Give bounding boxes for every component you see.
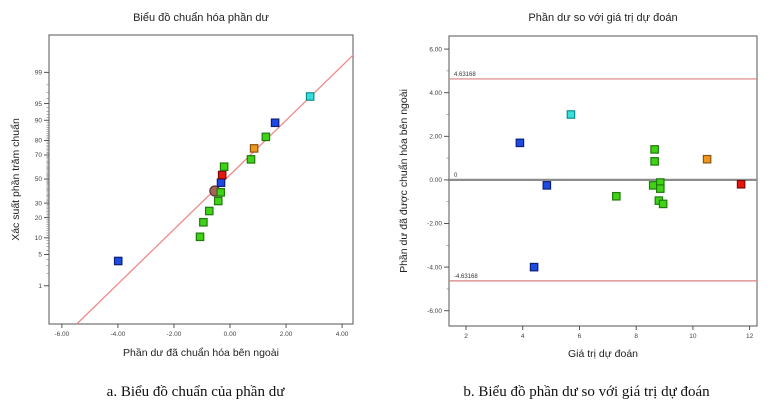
data-point	[529, 262, 539, 272]
data-point	[655, 184, 665, 193]
data-point	[249, 144, 259, 153]
x-axis-label: Phần dư đã chuẩn hóa bên ngoài	[123, 347, 279, 359]
y-tick-label: 1	[38, 283, 42, 290]
y-tick-label: -6.00	[427, 308, 442, 315]
ref-line-label: 0	[454, 173, 458, 179]
x-tick-label: -4.00	[111, 331, 126, 338]
data-point	[650, 145, 659, 154]
x-tick-label: 6	[578, 333, 582, 340]
x-tick-label: 2.00	[280, 331, 293, 338]
x-tick-label: 0.00	[224, 331, 237, 338]
caption-b: b. Biểu đồ phần dư so với giá trị dự đoá…	[463, 384, 710, 400]
y-tick-label: 20	[35, 215, 43, 222]
data-point	[213, 196, 223, 206]
y-tick-label: 95	[35, 101, 43, 108]
y-tick-label: 50	[35, 176, 43, 183]
y-tick-label: 30	[35, 200, 43, 207]
data-point	[648, 181, 658, 190]
chart-title: Phần dư so với giá trị dự đoán	[528, 12, 677, 24]
data-point	[204, 206, 214, 216]
x-tick-label: 12	[746, 333, 754, 340]
x-tick-label: -6.00	[54, 331, 69, 338]
data-point	[270, 118, 280, 128]
chart-b-canvas: Phần dư so với giá trị dự đoán 6.00 4.00 2.…	[398, 12, 758, 360]
x-tick-label: 10	[689, 333, 697, 340]
y-tick-label: 0.00	[429, 177, 442, 184]
x-axis-label: Giá trị dự đoán	[568, 348, 638, 360]
y-tick-label: 90	[35, 117, 43, 124]
data-point	[612, 191, 621, 201]
y-tick-label: 5	[38, 252, 42, 259]
plot-frame	[48, 34, 354, 325]
data-point	[195, 232, 205, 242]
chart-a-canvas: Biểu đồ chuẩn hóa phần dư 1 5 10 20 30 50 70 80 9…	[10, 12, 354, 359]
data-point	[216, 178, 226, 188]
y-axis-label: Phần dư đã được chuẩn hóa bên ngoài	[398, 89, 410, 273]
data-point	[216, 188, 226, 197]
data-point	[199, 217, 208, 227]
data-point	[113, 256, 123, 266]
y-tick-label: 99	[35, 70, 43, 77]
y-tick-label: 10	[35, 235, 43, 242]
data-point	[246, 155, 256, 164]
y-tick-label: -4.00	[427, 264, 442, 271]
y-tick-label: 6.00	[429, 46, 442, 53]
data-point	[702, 154, 712, 164]
chart-b-figure: Phần dư so với giá trị dự đoán 6.00 4.00 2.…	[391, 0, 782, 376]
data-point	[736, 179, 746, 189]
x-tick-label: -2.00	[167, 331, 182, 338]
y-tick-label: -2.00	[427, 221, 442, 228]
x-tick-label: 4.00	[336, 331, 349, 338]
y-tick-label: 80	[35, 138, 43, 145]
x-tick-label: 2	[464, 333, 468, 340]
charts-row: Biểu đồ chuẩn hóa phần dư 1 5 10 20 30 50 70 80 9…	[0, 0, 782, 376]
x-tick-label: 8	[634, 333, 638, 340]
data-point	[219, 162, 229, 172]
data-point	[217, 170, 227, 180]
y-tick-label: 4.00	[429, 90, 442, 97]
chart-title: Biểu đồ chuẩn hóa phần dư	[133, 12, 269, 24]
data-point	[515, 138, 525, 148]
y-tick-label: 2.00	[429, 134, 442, 141]
captions-row: a. Biểu đồ chuẩn của phần dư b. Biểu đồ …	[0, 384, 782, 401]
y-tick-label: 70	[35, 152, 43, 159]
caption-a: a. Biểu đồ chuẩn của phần dư	[106, 384, 285, 400]
data-point	[261, 132, 271, 142]
data-point	[650, 157, 659, 166]
data-point	[658, 199, 668, 209]
data-point	[566, 110, 576, 119]
data-point	[305, 92, 315, 101]
ref-line-label: -4.63168	[454, 274, 478, 280]
chart-a-figure: Biểu đồ chuẩn hóa phần dư 1 5 10 20 30 50 70 80 9…	[0, 0, 391, 376]
x-tick-label: 4	[521, 333, 525, 340]
y-axis-label: Xác suất phần trăm chuẩn	[10, 118, 22, 241]
data-point	[542, 181, 552, 190]
ref-line-label: 4.63168	[454, 72, 476, 78]
